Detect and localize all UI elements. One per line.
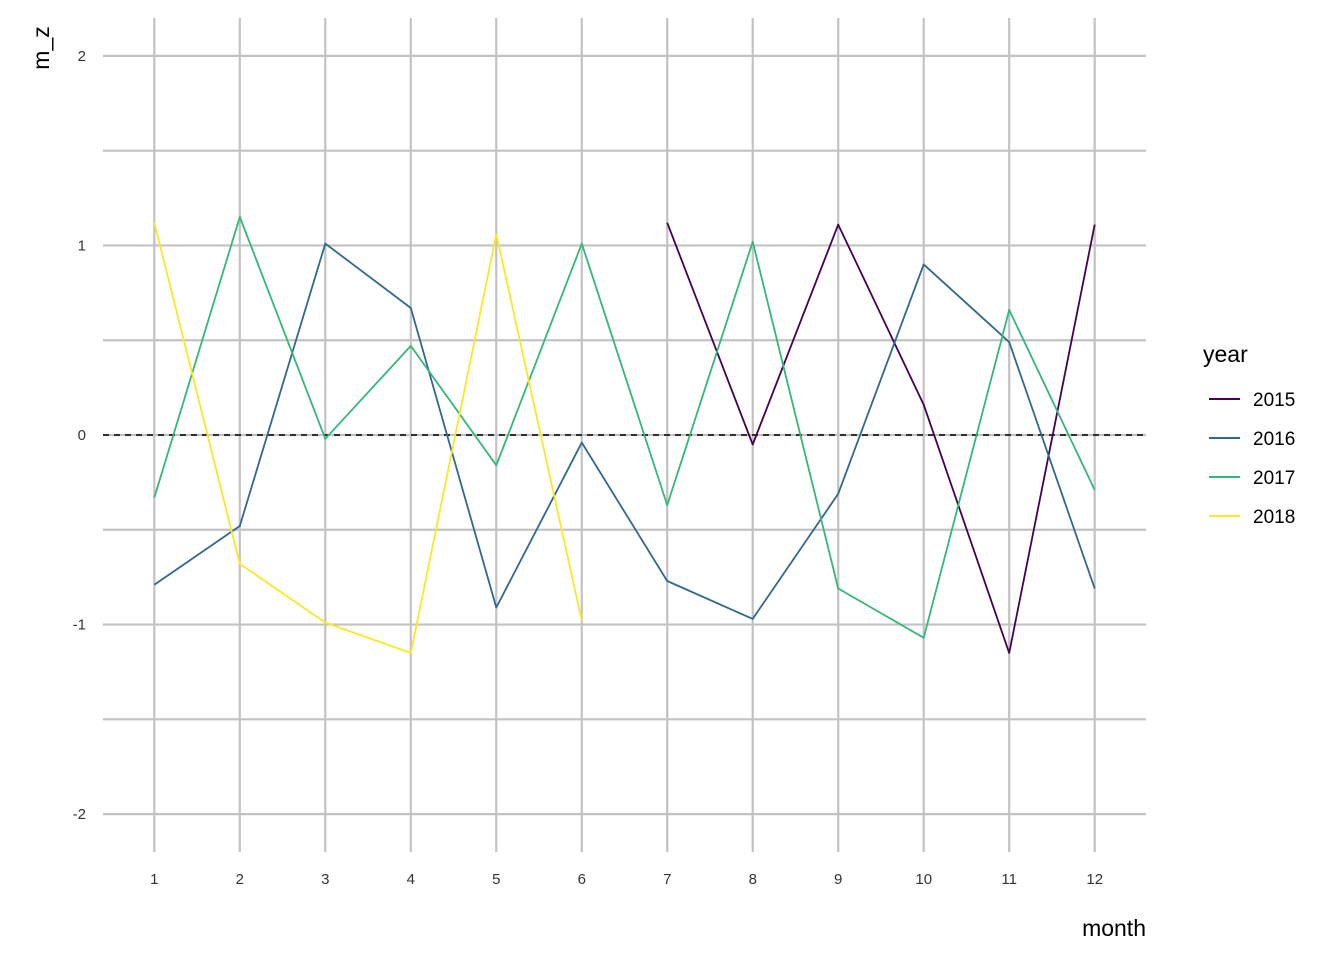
x-tick-label: 5 <box>492 871 500 888</box>
legend-label-2017: 2017 <box>1253 468 1295 489</box>
y-tick-label: 1 <box>78 237 86 254</box>
series-line-2015 <box>666 222 1096 654</box>
x-tick-label: 6 <box>578 871 586 888</box>
series-layer <box>153 216 1096 654</box>
x-tick-label: 1 <box>150 871 158 888</box>
y-axis-ticks: -2 -1 0 1 2 <box>73 48 86 823</box>
x-tick-label: 3 <box>321 871 329 888</box>
grid <box>103 18 1146 852</box>
x-tick-label: 11 <box>1001 871 1017 888</box>
legend: year 2015 2016 2017 2018 <box>1203 341 1295 528</box>
x-tick-label: 10 <box>915 871 932 888</box>
legend-title: year <box>1203 341 1248 367</box>
legend-label-2018: 2018 <box>1253 507 1295 528</box>
x-axis-title: month <box>1082 915 1146 941</box>
x-tick-label: 7 <box>663 871 671 888</box>
y-axis-title: m_z <box>28 26 54 69</box>
y-tick-label: 2 <box>78 48 86 65</box>
y-tick-label: -2 <box>73 806 86 823</box>
x-tick-label: 8 <box>749 871 757 888</box>
y-tick-label: 0 <box>78 427 86 444</box>
legend-label-2015: 2015 <box>1253 390 1295 411</box>
x-tick-label: 12 <box>1086 871 1103 888</box>
legend-label-2016: 2016 <box>1253 429 1295 450</box>
y-tick-label: -1 <box>73 617 86 634</box>
x-tick-label: 4 <box>407 871 415 888</box>
series-line-2016 <box>153 242 1096 620</box>
series-line-2017 <box>153 216 1096 639</box>
series-line-2018 <box>153 222 583 654</box>
x-tick-label: 2 <box>236 871 244 888</box>
x-axis-ticks: 1 2 3 4 5 6 7 8 9 10 11 12 <box>150 871 1103 888</box>
x-tick-label: 9 <box>834 871 842 888</box>
